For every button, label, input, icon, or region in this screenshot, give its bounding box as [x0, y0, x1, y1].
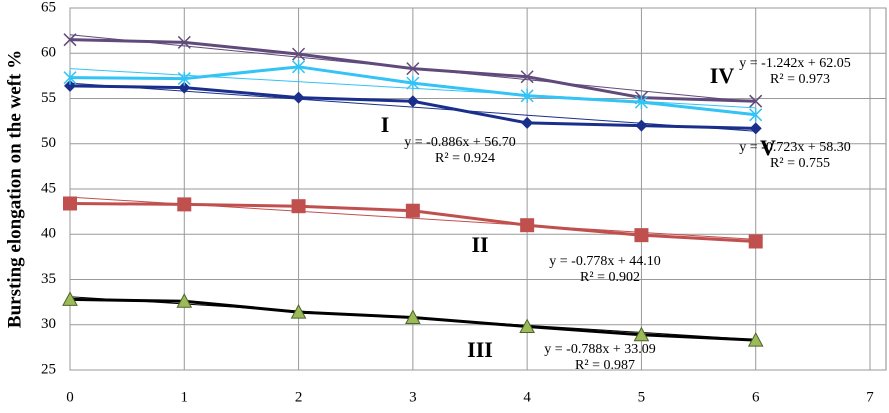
x-tick-label: 4 — [523, 389, 531, 405]
marker — [634, 95, 648, 110]
marker — [748, 234, 763, 249]
y-tick-label: 60 — [41, 45, 56, 61]
y-tick-label: 45 — [41, 180, 56, 196]
y-tick-label: 25 — [41, 361, 56, 377]
marker — [749, 107, 763, 122]
marker — [177, 35, 191, 49]
x-tick-label: 3 — [409, 389, 417, 405]
y-tick-label: 30 — [41, 316, 56, 332]
x-tick-label: 5 — [638, 389, 646, 405]
marker — [178, 81, 191, 94]
marker — [405, 309, 421, 325]
trend-equation: y = -0.788x + 33.09 — [544, 342, 655, 357]
marker — [62, 291, 78, 306]
trend-r2: R² = 0.987 — [575, 358, 635, 373]
marker — [292, 47, 306, 61]
trend-r2: R² = 0.902 — [580, 270, 640, 285]
marker — [633, 326, 650, 342]
marker — [635, 119, 648, 132]
trend-r2: R² = 0.755 — [770, 156, 830, 171]
marker — [634, 228, 649, 243]
marker — [519, 318, 535, 334]
y-tick-label: 40 — [41, 226, 56, 242]
series-label: IV — [710, 63, 735, 88]
y-axis-label: Bursting elongation on the weft % — [4, 50, 25, 328]
marker — [749, 122, 762, 135]
marker — [406, 76, 420, 91]
trend-equation: y = -0.886x + 56.70 — [404, 135, 515, 150]
trend-equation: y = -0.723x + 58.30 — [739, 140, 850, 155]
series-label: III — [467, 337, 493, 362]
marker — [176, 293, 193, 308]
marker — [64, 79, 76, 92]
x-tick-label: 7 — [866, 389, 874, 405]
marker — [406, 62, 420, 76]
x-tick-label: 1 — [181, 389, 189, 405]
trend-r2: R² = 0.924 — [435, 151, 495, 166]
series-label: II — [471, 232, 488, 257]
marker — [747, 332, 764, 347]
marker — [405, 203, 420, 218]
marker — [290, 304, 307, 319]
marker — [520, 88, 534, 103]
marker — [177, 71, 191, 86]
marker — [520, 70, 534, 84]
x-tick-label: 0 — [66, 389, 74, 405]
marker — [521, 116, 534, 129]
marker — [291, 199, 306, 214]
marker — [520, 218, 535, 233]
y-tick-label: 50 — [41, 135, 56, 151]
y-tick-label: 55 — [41, 90, 56, 106]
marker — [177, 197, 192, 212]
marker — [749, 94, 763, 108]
trend-equation: y = -1.242x + 62.05 — [739, 56, 850, 71]
marker — [63, 196, 77, 211]
x-tick-label: 6 — [752, 389, 760, 405]
marker — [406, 95, 419, 108]
trend-r2: R² = 0.973 — [770, 72, 830, 87]
marker — [292, 91, 305, 104]
y-tick-label: 65 — [41, 0, 56, 15]
series-label: I — [381, 112, 390, 137]
x-tick-label: 2 — [295, 389, 303, 405]
marker — [63, 70, 77, 85]
marker — [292, 59, 306, 74]
trend-equation: y = -0.778x + 44.10 — [549, 254, 660, 269]
series-label: V — [760, 135, 776, 160]
y-tick-label: 35 — [41, 271, 56, 287]
marker — [63, 33, 77, 47]
